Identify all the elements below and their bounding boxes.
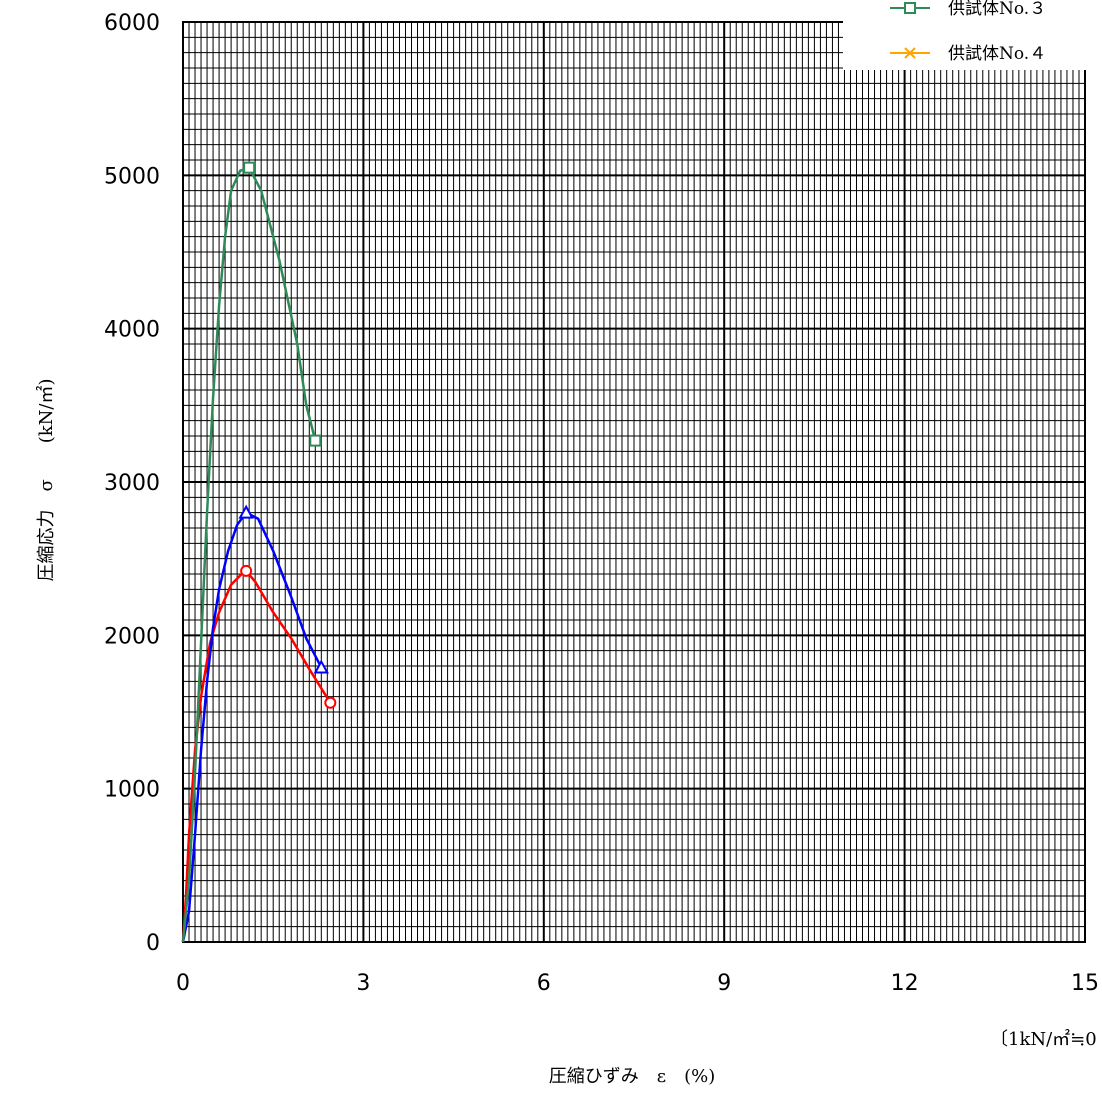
- unit-note: 〔1kN/㎡≒0: [990, 1028, 1097, 1050]
- data-point-peak-2: [238, 504, 254, 519]
- series: [181, 161, 337, 943]
- x-tick-label: 15: [1071, 971, 1099, 996]
- legend-marker-3: [904, 2, 916, 14]
- y-tick-label: 3000: [104, 471, 160, 496]
- legend-label-4: 供試体No.４: [948, 44, 1046, 64]
- x-tick-label: 0: [176, 971, 190, 996]
- y-tick-label: 0: [146, 931, 160, 956]
- y-axis-label: 圧縮応力 σ (kN/㎡): [35, 378, 57, 581]
- grid: [183, 22, 1085, 942]
- series-line-2: [181, 511, 323, 943]
- x-tick-label: 9: [717, 971, 731, 996]
- series-line-1: [181, 569, 332, 943]
- x-axis-label: 圧縮ひずみ ε (%): [549, 1066, 715, 1087]
- legend: 供試体No.３ 供試体No.４: [843, 0, 1102, 70]
- data-point-end-3: [309, 434, 322, 447]
- y-tick-label: 2000: [104, 624, 160, 649]
- legend-box: [843, 0, 1102, 70]
- data-point-peak-1: [240, 564, 253, 577]
- legend-marker-4: [904, 47, 916, 59]
- data-point-end-1: [324, 696, 337, 709]
- tick-labels: 0 3 6 9 12 15 0 1000 2000 3000 4000 5000 6000: [104, 11, 1099, 996]
- y-tick-label: 6000: [104, 11, 160, 36]
- marker-stroke: [904, 47, 916, 59]
- legend-label-3: 供試体No.３: [948, 0, 1046, 19]
- x-tick-label: 12: [891, 971, 919, 996]
- y-tick-label: 1000: [104, 778, 160, 803]
- plot-area-frame: [182, 21, 1086, 943]
- y-tick-label: 4000: [104, 318, 160, 343]
- data-point-peak-3: [243, 161, 256, 174]
- data-point-end-2: [313, 659, 329, 674]
- x-tick-label: 6: [537, 971, 551, 996]
- series-line-3: [181, 166, 317, 943]
- x-tick-label: 3: [356, 971, 370, 996]
- y-tick-label: 5000: [104, 164, 160, 189]
